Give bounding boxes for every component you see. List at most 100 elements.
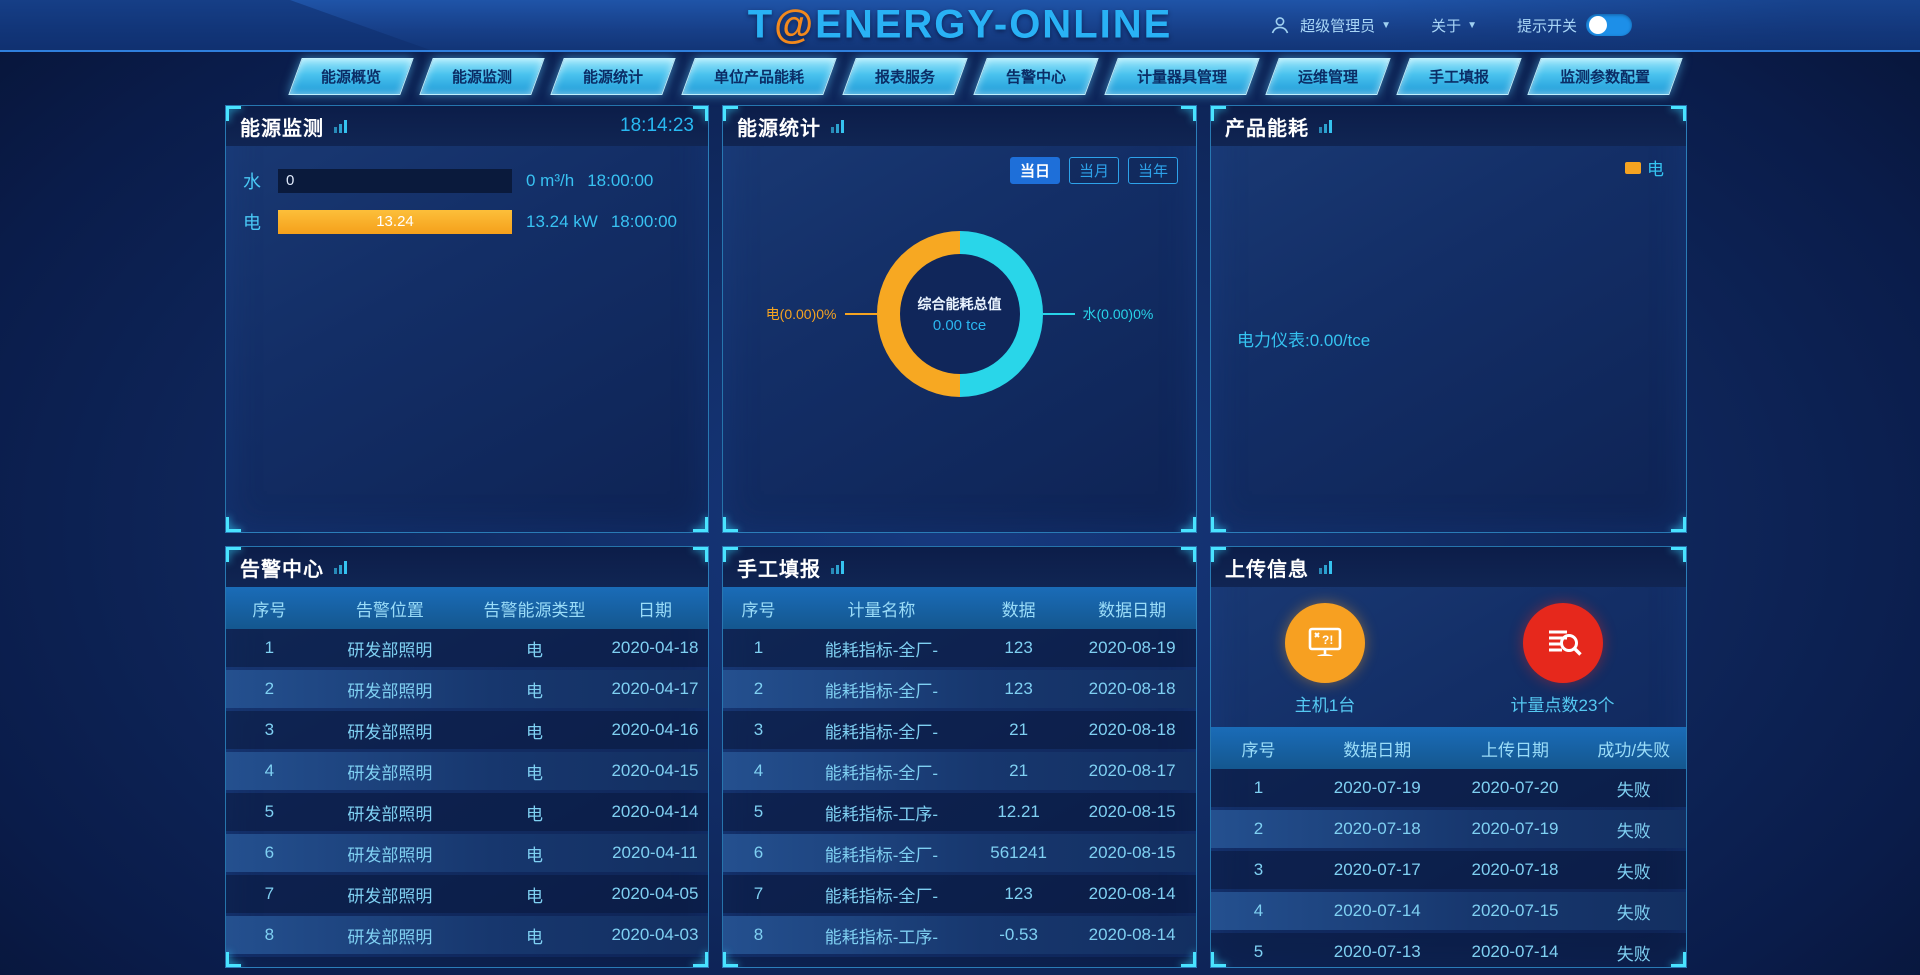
period-tab[interactable]: 当月 <box>1068 157 1119 184</box>
electric-meter-reading: 电力仪表:0.00/tce <box>1237 331 1371 350</box>
table-row: 4 2020-07-14 2020-07-15 失败 <box>1211 892 1686 930</box>
nav-tab[interactable]: 告警中心 <box>973 58 1099 95</box>
gauge-reading-value: 0 m³/h <box>526 171 575 190</box>
table-row: 8 研发部照明 电 2020-04-03 <box>226 916 708 954</box>
gauge-fill <box>278 210 512 234</box>
leader-line <box>1042 313 1075 315</box>
gauge-label: 电 <box>243 213 261 233</box>
table-header-row: 序号 数据日期 上传日期 成功/失败 <box>1211 727 1686 769</box>
logo-at-flame-icon: @ <box>774 2 816 47</box>
svg-text:?!: ?! <box>1322 633 1333 647</box>
nav-tab[interactable]: 计量器具管理 <box>1104 58 1260 95</box>
signal-bars-icon <box>831 119 844 133</box>
gauge-reading-value: 13.24 kW <box>526 212 598 231</box>
panel-title: 告警中心 <box>240 558 324 581</box>
table-row: 5 2020-07-13 2020-07-14 失败 <box>1211 933 1686 967</box>
toggle-knob <box>1589 16 1607 34</box>
user-menu[interactable]: 超级管理员 ▼ <box>1300 15 1391 36</box>
panel-energy-stats: 能源统计 当日 当月 当年 综合能耗总值 0.00 tce <box>722 105 1197 533</box>
panel-title: 能源监测 <box>240 117 324 140</box>
chevron-down-icon: ▼ <box>1381 19 1392 31</box>
donut-ring <box>876 231 1043 397</box>
panel-energy-monitor: 能源监测 18:14:23 水 0 0 m³/h 18:00:00 <box>225 105 709 533</box>
corner-bracket <box>723 952 738 967</box>
nav-tab[interactable]: 报表服务 <box>842 58 968 95</box>
corner-bracket <box>693 952 708 967</box>
corner-bracket <box>1181 547 1196 562</box>
corner-bracket <box>1211 547 1226 562</box>
table-body: 1 能耗指标-全厂- 123 2020-08-19 2 能耗指标-全厂- 123… <box>723 629 1196 967</box>
donut-center-label: 综合能耗总值 0.00 tce <box>877 231 1043 397</box>
logo-prefix: T <box>747 2 775 47</box>
period-tab[interactable]: 当年 <box>1127 157 1178 184</box>
table-row: 4 研发部照明 电 2020-04-15 <box>226 752 708 790</box>
panel-header: 告警中心 <box>226 547 708 587</box>
table-row: 9 能耗指标-全厂- 56 2020-08-13 <box>723 957 1196 967</box>
monitor-alert-icon: ?! <box>1285 603 1365 683</box>
leader-line <box>844 313 877 315</box>
nav-tab-label: 监测参数配置 <box>1560 69 1651 86</box>
table-body: 1 2020-07-19 2020-07-20 失败 2 2020-07-18 … <box>1211 769 1686 967</box>
gauge-label: 水 <box>243 172 261 192</box>
signal-bars-icon <box>1319 119 1332 133</box>
chevron-down-icon: ▼ <box>1467 19 1477 31</box>
nav-tab-label: 运维管理 <box>1298 69 1359 86</box>
table-row: 7 能耗指标-全厂- 123 2020-08-14 <box>723 875 1196 913</box>
main-nav: 能源概览 能源监测 能源统计 单位产品能耗 报表服务 告警中心 计量器具管理 运… <box>288 58 1683 95</box>
gauge-bar: 0 <box>278 169 512 193</box>
donut-label-water: 水(0.00)0% <box>1042 304 1153 324</box>
header-actions: 超级管理员 ▼ 关于 ▼ 提示开关 <box>1269 0 1632 50</box>
nav-tab-label: 单位产品能耗 <box>714 69 805 86</box>
table-body: 1 研发部照明 电 2020-04-18 2 研发部照明 电 2020-04-1… <box>226 629 708 967</box>
table-row: 1 能耗指标-全厂- 123 2020-08-19 <box>723 629 1196 667</box>
table-header-row: 序号 告警位置 告警能源类型 日期 <box>226 587 708 629</box>
donut-center-title: 综合能耗总值 <box>917 296 1002 312</box>
nav-tab[interactable]: 单位产品能耗 <box>681 58 837 95</box>
gauge-row: 水 0 0 m³/h 18:00:00 <box>226 168 708 194</box>
nav-tab[interactable]: 手工填报 <box>1396 58 1522 95</box>
user-name: 超级管理员 <box>1300 17 1376 35</box>
donut-center-value: 0.00 tce <box>932 317 987 334</box>
logo-suffix: ENERGY-ONLINE <box>815 2 1173 47</box>
signal-bars-icon <box>1319 560 1332 574</box>
nav-tab[interactable]: 能源概览 <box>288 58 414 95</box>
corner-bracket <box>226 547 241 562</box>
table-row: 1 2020-07-19 2020-07-20 失败 <box>1211 769 1686 807</box>
app-header: T@ENERGY-ONLINE 超级管理员 ▼ 关于 ▼ 提示开关 <box>0 0 1920 52</box>
corner-bracket <box>1671 517 1686 532</box>
user-icon <box>1269 14 1291 36</box>
corner-bracket <box>226 106 241 121</box>
panel-title: 上传信息 <box>1225 558 1309 581</box>
gauge-value: 0 <box>286 172 295 189</box>
gauge-reading-time: 18:00:00 <box>587 171 654 190</box>
gauge-list: 水 0 0 m³/h 18:00:00 电 13.24 <box>226 146 708 235</box>
gauge-value: 13.24 <box>376 213 414 230</box>
table-row: 7 研发部照明 电 2020-04-05 <box>226 875 708 913</box>
nav-tab-label: 能源监测 <box>452 69 513 86</box>
corner-bracket <box>226 517 241 532</box>
gauge-reading: 0 m³/h 18:00:00 <box>526 171 653 191</box>
dashboard-grid: 能源监测 18:14:23 水 0 0 m³/h 18:00:00 <box>225 105 1687 968</box>
panel-title: 能源统计 <box>737 117 821 140</box>
table-row: 5 能耗指标-工序- 12.21 2020-08-15 <box>723 793 1196 831</box>
corner-bracket <box>1211 952 1226 967</box>
nav-tab[interactable]: 能源监测 <box>419 58 545 95</box>
table-header-row: 序号 计量名称 数据 数据日期 <box>723 587 1196 629</box>
table-row: 6 能耗指标-全厂- 561241 2020-08-15 <box>723 834 1196 872</box>
about-menu[interactable]: 关于 ▼ <box>1431 15 1477 36</box>
corner-bracket <box>693 517 708 532</box>
tip-toggle-switch[interactable] <box>1586 14 1632 36</box>
meter-points-stat: 计量点数23个 <box>1439 603 1686 716</box>
corner-bracket <box>1671 952 1686 967</box>
table-row: 9 研发部照明 电 2020-04-02 <box>226 957 708 967</box>
nav-tab[interactable]: 能源统计 <box>550 58 676 95</box>
nav-tab[interactable]: 运维管理 <box>1265 58 1391 95</box>
legend-electricity[interactable]: 电 <box>1625 155 1664 180</box>
gauge-bar: 13.24 <box>278 210 512 234</box>
panel-product-energy: 产品能耗 电 电力仪表:0.00/tce <box>1210 105 1687 533</box>
corner-bracket <box>1181 106 1196 121</box>
nav-tab[interactable]: 监测参数配置 <box>1527 58 1683 95</box>
nav-tab-label: 报表服务 <box>875 69 936 86</box>
period-tab[interactable]: 当日 <box>1009 157 1060 184</box>
panel-alarm-center: 告警中心 序号 告警位置 告警能源类型 日期 1 研发部照明 电 2020-04… <box>225 546 709 968</box>
